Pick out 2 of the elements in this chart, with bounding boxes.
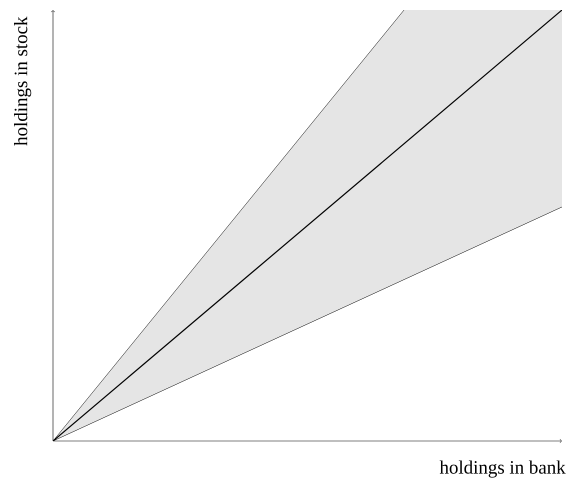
x-axis-title: holdings in bank: [440, 460, 566, 478]
y-axis-title: holdings in stock: [14, 16, 32, 146]
